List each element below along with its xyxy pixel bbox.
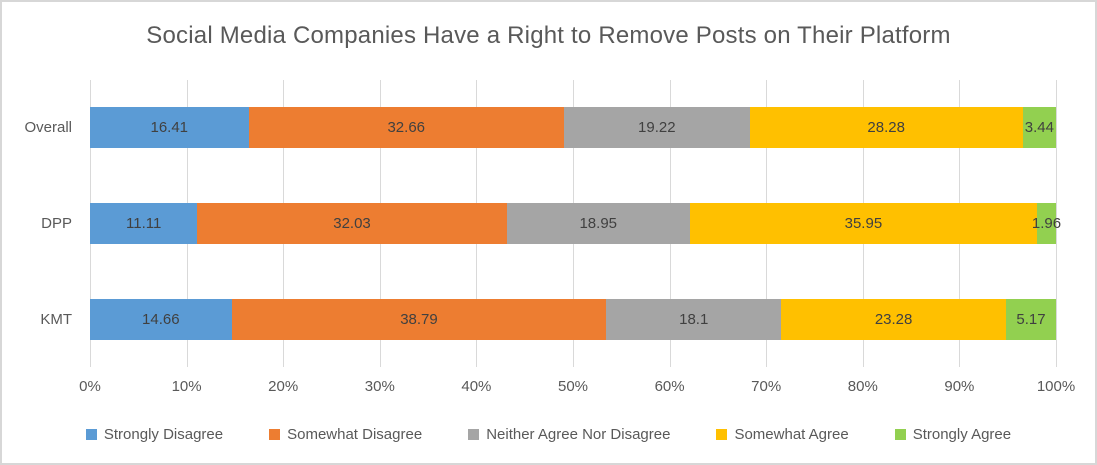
x-tick-label: 10% — [171, 378, 202, 395]
legend-item: Somewhat Disagree — [269, 426, 422, 443]
bar-rows: 16.41 32.66 19.22 28.28 3.44 11.11 32.03 18.95 3… — [90, 80, 1061, 367]
data-label: 14.66 — [142, 310, 180, 328]
stacked-bar: 11.11 32.03 18.95 35.95 1.96 — [90, 203, 1061, 244]
bar-segment: 14.66 — [90, 298, 232, 340]
bar-segment: 16.41 — [90, 107, 249, 149]
data-label: 16.41 — [150, 119, 189, 137]
category-label: DPP — [41, 215, 72, 232]
data-label: 23.28 — [874, 310, 913, 328]
bar-segment: 23.28 — [781, 298, 1007, 340]
x-tick-label: 20% — [268, 378, 299, 395]
legend-swatch-icon — [894, 429, 906, 440]
legend: Strongly Disagree Somewhat Disagree Neithe… — [2, 426, 1095, 443]
bar-segment: 5.17 — [1006, 298, 1056, 340]
data-label: 18.95 — [579, 215, 618, 232]
x-tick-label: 70% — [751, 378, 782, 395]
data-label: 3.44 — [1024, 119, 1054, 137]
legend-label: Strongly Disagree — [103, 426, 224, 443]
x-tick-label: 30% — [364, 378, 395, 395]
legend-item: Somewhat Agree — [716, 426, 849, 443]
legend-item: Strongly Disagree — [85, 426, 224, 443]
bar-segment: 35.95 — [689, 203, 1038, 244]
legend-label: Strongly Agree — [912, 426, 1012, 443]
gridline — [1056, 80, 1057, 367]
stacked-bar: 14.66 38.79 18.1 23.28 5.17 — [90, 298, 1056, 340]
x-tick-label: 100% — [1036, 378, 1076, 395]
bar-segment: 11.11 — [90, 203, 198, 244]
bar-segment: 38.79 — [231, 298, 607, 340]
data-label: 28.28 — [867, 119, 905, 137]
data-label: 35.95 — [844, 215, 883, 232]
bar-segment: 32.66 — [248, 107, 564, 149]
chart-title: Social Media Companies Have a Right to R… — [146, 22, 951, 49]
category-label: KMT — [40, 310, 72, 328]
bar-row-overall: 16.41 32.66 19.22 28.28 3.44 — [90, 80, 1056, 176]
data-label: 32.03 — [333, 215, 371, 232]
data-label: 1.96 — [1031, 215, 1062, 232]
data-label: 38.79 — [400, 310, 438, 328]
data-label: 18.1 — [679, 310, 709, 328]
legend-label: Neither Agree Nor Disagree — [486, 426, 671, 443]
legend-item: Strongly Agree — [894, 426, 1012, 443]
bar-segment: 28.28 — [749, 107, 1023, 149]
legend-swatch-icon — [468, 429, 480, 440]
bar-segment: 18.95 — [506, 203, 690, 244]
category-label: Overall — [24, 119, 72, 137]
bar-segment: 18.1 — [606, 298, 782, 340]
x-tick-label: 0% — [79, 378, 101, 395]
x-axis-tick-labels: 0% 10% 20% 30% 40% 50% 60% 70% 80% 90% 100% — [79, 378, 1075, 398]
bar-row-dpp: 11.11 32.03 18.95 35.95 1.96 — [90, 176, 1061, 272]
bar-row-kmt: 14.66 38.79 18.1 23.28 5.17 — [90, 271, 1056, 367]
legend-label: Somewhat Disagree — [287, 426, 423, 443]
x-tick-label: 60% — [654, 378, 685, 395]
data-label: 11.11 — [126, 215, 162, 232]
bar-segment: 32.03 — [197, 203, 507, 244]
legend-swatch-icon — [85, 429, 97, 440]
y-axis-category-labels: Overall DPP KMT — [2, 80, 90, 367]
x-tick-label: 40% — [461, 378, 492, 395]
x-tick-label: 90% — [944, 378, 975, 395]
x-tick-label: 80% — [847, 378, 878, 395]
legend-label: Somewhat Agree — [734, 426, 849, 443]
data-label: 5.17 — [1016, 310, 1046, 328]
legend-swatch-icon — [269, 429, 281, 440]
data-label: 19.22 — [638, 119, 676, 137]
plot-area: 16.41 32.66 19.22 28.28 3.44 11.11 32.03 18.95 3… — [90, 80, 1061, 367]
legend-swatch-icon — [716, 429, 728, 440]
legend-item: Neither Agree Nor Disagree — [468, 426, 670, 443]
bar-segment: 19.22 — [563, 107, 750, 149]
bar-segment: 1.96 — [1032, 203, 1061, 244]
stacked-bar: 16.41 32.66 19.22 28.28 3.44 — [90, 107, 1056, 149]
data-label: 32.66 — [387, 119, 426, 137]
bar-segment: 3.44 — [1022, 107, 1056, 149]
x-tick-label: 50% — [557, 378, 589, 395]
